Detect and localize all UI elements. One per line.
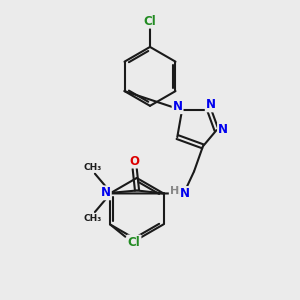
- Text: CH₃: CH₃: [83, 163, 102, 172]
- Text: N: N: [172, 100, 183, 113]
- Text: N: N: [206, 98, 216, 111]
- Text: N: N: [180, 187, 190, 200]
- Text: N: N: [101, 186, 111, 199]
- Text: CH₃: CH₃: [83, 214, 102, 223]
- Text: H: H: [170, 186, 179, 196]
- Text: N: N: [218, 123, 228, 136]
- Text: Cl: Cl: [144, 14, 156, 28]
- Text: Cl: Cl: [128, 236, 140, 248]
- Text: O: O: [130, 154, 140, 167]
